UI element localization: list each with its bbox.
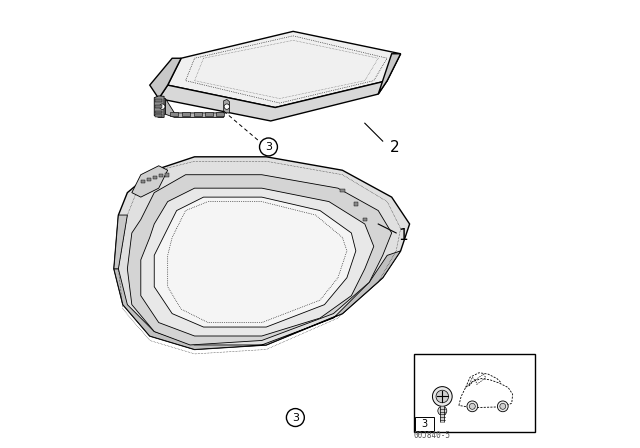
Text: 3: 3 [422, 419, 428, 429]
Bar [141, 180, 145, 183]
Polygon shape [165, 99, 224, 117]
Polygon shape [168, 31, 401, 108]
Bar [159, 174, 163, 177]
Bar [353, 202, 358, 206]
Polygon shape [224, 99, 230, 113]
Polygon shape [150, 58, 181, 99]
Text: 3: 3 [292, 413, 299, 422]
Circle shape [497, 401, 508, 412]
Bar [164, 173, 169, 177]
Polygon shape [154, 96, 164, 117]
Bar [155, 105, 163, 108]
Bar [182, 112, 190, 116]
Circle shape [224, 104, 230, 109]
Polygon shape [159, 81, 387, 121]
Circle shape [467, 401, 477, 412]
Bar [155, 114, 163, 117]
Circle shape [438, 406, 447, 415]
Text: 1: 1 [398, 228, 408, 243]
Circle shape [159, 104, 165, 109]
Bar [147, 178, 151, 181]
Polygon shape [159, 99, 165, 114]
Text: 3: 3 [265, 142, 272, 152]
Circle shape [287, 409, 305, 426]
Polygon shape [114, 251, 401, 349]
Circle shape [433, 387, 452, 406]
Text: 00J840-5: 00J840-5 [413, 431, 451, 440]
Bar [415, 417, 435, 431]
Polygon shape [114, 215, 127, 269]
Bar [216, 112, 224, 116]
Polygon shape [132, 166, 168, 197]
Polygon shape [114, 157, 410, 349]
Bar [155, 99, 163, 102]
Polygon shape [154, 197, 356, 327]
Circle shape [436, 390, 449, 403]
Circle shape [500, 403, 506, 409]
Polygon shape [378, 54, 401, 94]
Bar [205, 112, 213, 116]
Text: 2: 2 [389, 140, 399, 155]
Bar [194, 112, 202, 116]
Bar [153, 176, 157, 179]
Bar [362, 218, 367, 221]
Bar [155, 111, 163, 113]
Bar [170, 112, 178, 116]
Bar [340, 189, 345, 192]
Circle shape [260, 138, 278, 156]
Bar [414, 354, 535, 432]
Polygon shape [127, 175, 392, 345]
Polygon shape [141, 188, 374, 336]
Circle shape [469, 403, 476, 409]
